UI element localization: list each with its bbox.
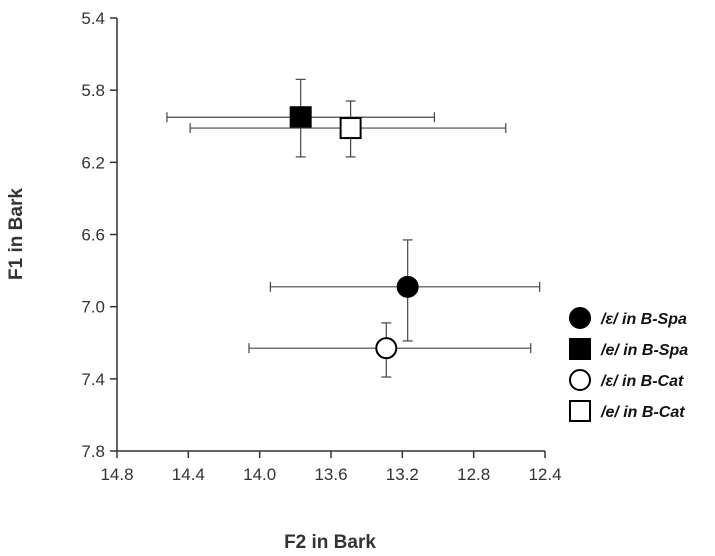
legend-marker xyxy=(569,307,591,329)
series-2 xyxy=(166,78,436,158)
x-tick-label: 14.4 xyxy=(172,465,205,484)
x-axis-title: F2 in Bark xyxy=(284,532,376,553)
legend-marker xyxy=(569,369,591,391)
y-tick-label: 6.2 xyxy=(81,153,105,172)
x-tick-label: 13.2 xyxy=(386,465,419,484)
x-tick-label: 13.6 xyxy=(314,465,347,484)
data-point xyxy=(339,117,362,140)
y-tick-label: 5.4 xyxy=(81,9,105,28)
y-tick-label: 7.4 xyxy=(81,370,105,389)
legend-item: /ɛ/ in B-Cat xyxy=(569,369,684,391)
legend-label: /e/ in B-Cat xyxy=(600,404,685,421)
legend-label: /e/ in B-Spa xyxy=(600,342,688,359)
legend: /ɛ/ in B-Spa/e/ in B-Spa/ɛ/ in B-Cat/e/ … xyxy=(569,307,688,422)
data-point xyxy=(289,106,312,129)
legend-marker xyxy=(569,400,591,422)
x-tick-label: 14.8 xyxy=(100,465,133,484)
legend-item: /ɛ/ in B-Spa xyxy=(569,307,687,329)
x-tick-label: 12.8 xyxy=(457,465,490,484)
legend-item: /e/ in B-Cat xyxy=(569,400,685,422)
series-1 xyxy=(269,239,541,342)
y-axis-title: F1 in Bark xyxy=(6,188,27,280)
legend-item: /e/ in B-Spa xyxy=(569,338,688,360)
data-point xyxy=(396,275,419,298)
data-points xyxy=(166,78,541,378)
y-tick-label: 7.8 xyxy=(81,442,105,461)
series-4 xyxy=(189,100,507,158)
legend-label: /ɛ/ in B-Spa xyxy=(600,311,687,328)
y-tick-label: 7.0 xyxy=(81,298,105,317)
legend-marker xyxy=(569,338,591,360)
legend-label: /ɛ/ in B-Cat xyxy=(600,373,684,390)
x-tick-label: 14.0 xyxy=(243,465,276,484)
y-tick-label: 5.8 xyxy=(81,81,105,100)
x-tick-label: 12.4 xyxy=(528,465,561,484)
axes xyxy=(116,18,545,452)
series-3 xyxy=(248,322,532,378)
data-point xyxy=(375,337,398,360)
axis-ticks: 5.4 5.8 6.2 6.6 7.0 7.4 7.8 14.8 14.4 14.0 13.6 13.… xyxy=(81,9,561,484)
y-tick-label: 6.6 xyxy=(81,226,105,245)
